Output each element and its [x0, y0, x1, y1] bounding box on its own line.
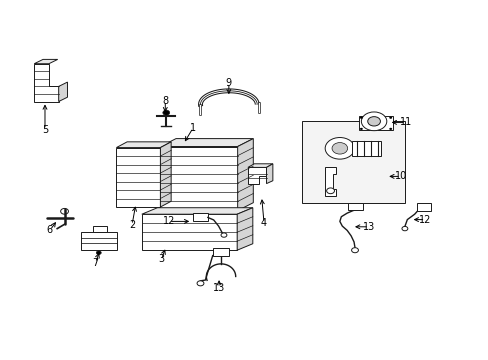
Polygon shape	[266, 164, 272, 184]
Text: 6: 6	[47, 225, 53, 235]
Circle shape	[331, 143, 347, 154]
Bar	[193, 213, 207, 221]
Circle shape	[401, 226, 407, 231]
Text: 8: 8	[162, 96, 168, 106]
Polygon shape	[247, 167, 266, 184]
Circle shape	[326, 188, 334, 194]
Polygon shape	[160, 147, 237, 211]
Text: 10: 10	[394, 171, 407, 181]
Text: 2: 2	[129, 220, 135, 230]
Circle shape	[361, 112, 386, 131]
Text: 11: 11	[399, 117, 411, 127]
Bar	[212, 248, 229, 256]
Text: 7: 7	[92, 258, 98, 268]
Polygon shape	[34, 59, 58, 64]
Circle shape	[388, 117, 391, 119]
Polygon shape	[247, 164, 272, 167]
Circle shape	[359, 128, 362, 130]
Polygon shape	[160, 139, 253, 147]
Bar	[81, 232, 117, 250]
Bar	[93, 226, 106, 232]
Circle shape	[197, 281, 203, 286]
Text: 9: 9	[225, 78, 231, 88]
Polygon shape	[160, 142, 171, 207]
Polygon shape	[116, 142, 171, 148]
Circle shape	[367, 117, 380, 126]
Text: 13: 13	[212, 283, 225, 293]
Circle shape	[359, 117, 362, 119]
Polygon shape	[142, 208, 252, 214]
Text: 4: 4	[261, 218, 266, 228]
Circle shape	[163, 110, 169, 115]
Polygon shape	[237, 139, 253, 211]
Bar	[359, 116, 392, 130]
Text: 5: 5	[42, 125, 48, 135]
Circle shape	[351, 248, 358, 253]
Circle shape	[96, 251, 101, 255]
Bar	[416, 203, 430, 211]
Bar	[347, 203, 362, 210]
Polygon shape	[325, 167, 335, 196]
Bar	[302, 121, 404, 203]
Text: 13: 13	[362, 222, 375, 232]
Text: 3: 3	[158, 254, 164, 264]
Polygon shape	[237, 208, 252, 250]
Polygon shape	[59, 82, 67, 102]
Text: 12: 12	[162, 216, 175, 226]
Circle shape	[388, 128, 391, 130]
Text: 1: 1	[190, 123, 196, 133]
Text: 12: 12	[418, 215, 431, 225]
Polygon shape	[116, 148, 160, 207]
Circle shape	[325, 138, 354, 159]
Bar	[351, 141, 381, 156]
Polygon shape	[34, 64, 59, 102]
Polygon shape	[142, 214, 237, 250]
Circle shape	[221, 233, 226, 237]
